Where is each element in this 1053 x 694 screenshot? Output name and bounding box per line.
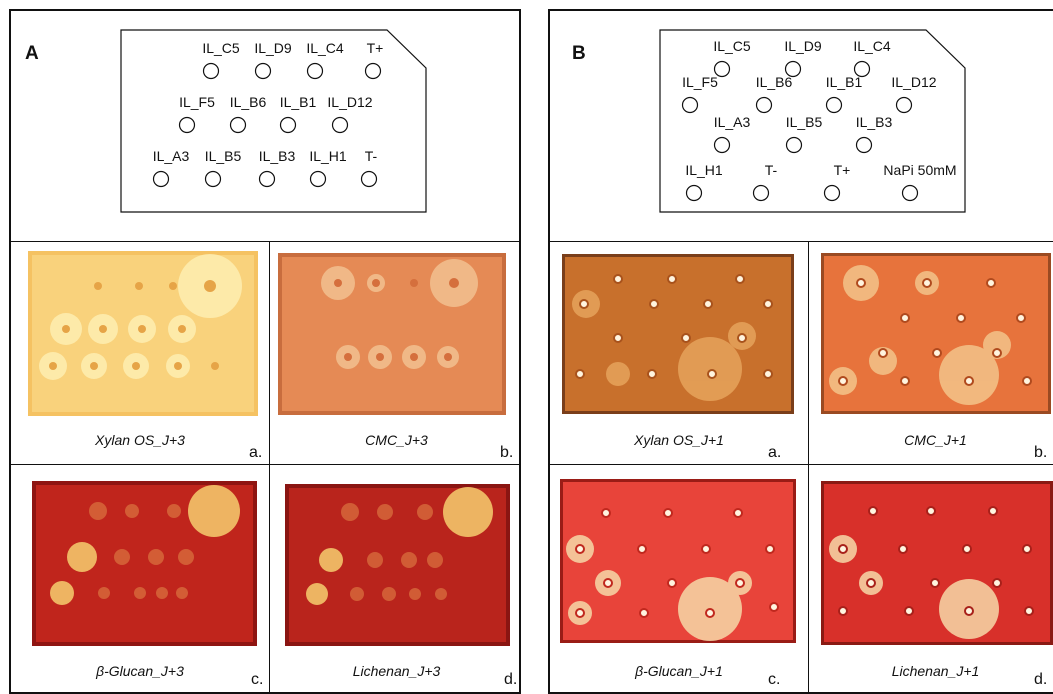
plate-caption: Xylan OS_J+3 [95, 432, 185, 448]
well-label: IL_B6 [230, 94, 267, 110]
well-circle [204, 170, 222, 188]
plate-caption: β-Glucan_J+1 [635, 663, 723, 679]
plate-caption: Lichenan_J+3 [352, 663, 441, 679]
well-circle [202, 62, 220, 80]
well-circle [364, 62, 382, 80]
plate-lichenan-a [285, 484, 510, 646]
subfigure-label: a. [249, 444, 263, 461]
plate-cmc-a [278, 253, 506, 415]
well-circle [681, 96, 699, 114]
subfigure-label: b. [500, 444, 514, 461]
well-label: IL_A3 [153, 148, 190, 164]
well-circle [309, 170, 327, 188]
well-label: IL_D12 [327, 94, 372, 110]
plate-xylan-a [28, 251, 258, 416]
well-label: IL_H1 [309, 148, 347, 164]
well-circle [853, 60, 871, 78]
well-circle [784, 60, 802, 78]
plate-caption: CMC_J+3 [365, 432, 428, 448]
divider [269, 241, 270, 692]
well-circle [855, 136, 873, 154]
well-circle [685, 184, 703, 202]
plate-glucan-b [560, 479, 796, 643]
well-circle [229, 116, 247, 134]
well-label: IL_F5 [682, 74, 718, 90]
well-layout-schematic: IL_C5 IL_D9 IL_C4 IL_F5 IL_B6 IL_B1 IL_D12 IL_A… [659, 29, 966, 213]
subfigure-label: a. [768, 444, 782, 461]
well-circle [713, 60, 731, 78]
schematic-outline [120, 29, 427, 213]
well-circle [331, 116, 349, 134]
plate-caption: Lichenan_J+1 [891, 663, 980, 679]
well-label: IL_D12 [891, 74, 936, 90]
schematic-outline [659, 29, 966, 213]
well-circle [825, 96, 843, 114]
well-label: T- [365, 148, 378, 164]
plate-caption: CMC_J+1 [904, 432, 967, 448]
well-label: IL_C5 [202, 40, 240, 56]
divider [11, 464, 519, 465]
well-label: T+ [367, 40, 384, 56]
well-circle [895, 96, 913, 114]
plate-caption: Xylan OS_J+1 [634, 432, 724, 448]
subfigure-label: c. [768, 671, 781, 688]
well-circle [785, 136, 803, 154]
divider [808, 241, 809, 692]
subfigure-label: d. [1034, 671, 1048, 688]
well-label: IL_A3 [714, 114, 751, 130]
well-circle [178, 116, 196, 134]
well-label: IL_B5 [205, 148, 242, 164]
well-circle [823, 184, 841, 202]
well-label: NaPi 50mM [883, 162, 956, 178]
subfigure-label: b. [1034, 444, 1048, 461]
well-circle [360, 170, 378, 188]
well-circle [713, 136, 731, 154]
plate-lichenan-b [821, 481, 1053, 645]
panel-label: B [572, 43, 586, 64]
well-label: IL_C4 [853, 38, 891, 54]
divider [550, 464, 1053, 465]
plate-xylan-b [562, 254, 794, 414]
well-circle [152, 170, 170, 188]
well-circle [901, 184, 919, 202]
well-label: IL_H1 [685, 162, 723, 178]
well-label: IL_F5 [179, 94, 215, 110]
well-circle [755, 96, 773, 114]
well-circle [752, 184, 770, 202]
panel-b: B IL_C5 IL_D9 IL_C4 IL_F5 IL_B6 IL_B1 IL_D12 IL… [548, 9, 1053, 694]
subfigure-label: c. [251, 671, 264, 688]
well-label: IL_C5 [713, 38, 751, 54]
plate-cmc-b [821, 253, 1051, 414]
well-label: T- [765, 162, 778, 178]
well-label: T+ [834, 162, 851, 178]
well-label: IL_C4 [306, 40, 344, 56]
well-circle [258, 170, 276, 188]
well-label: IL_B6 [756, 74, 793, 90]
plate-caption: β-Glucan_J+3 [96, 663, 184, 679]
well-label: IL_B5 [786, 114, 823, 130]
well-label: IL_B3 [259, 148, 296, 164]
well-label: IL_D9 [254, 40, 292, 56]
subfigure-label: d. [504, 671, 518, 688]
panel-label: A [25, 43, 39, 64]
well-label: IL_B1 [826, 74, 863, 90]
well-layout-schematic: IL_C5 IL_D9 IL_C4 T+ IL_F5 IL_B6 IL_B1 IL_D12 IL… [120, 29, 427, 213]
divider [11, 241, 519, 242]
well-circle [279, 116, 297, 134]
plate-glucan-a [32, 481, 257, 646]
well-circle [306, 62, 324, 80]
well-circle [254, 62, 272, 80]
divider [550, 241, 1053, 242]
well-label: IL_D9 [784, 38, 822, 54]
panel-a: A IL_C5 IL_D9 IL_C4 T+ IL_F5 IL_B6 IL_B1 IL_D12… [9, 9, 521, 694]
well-label: IL_B3 [856, 114, 893, 130]
well-label: IL_B1 [280, 94, 317, 110]
